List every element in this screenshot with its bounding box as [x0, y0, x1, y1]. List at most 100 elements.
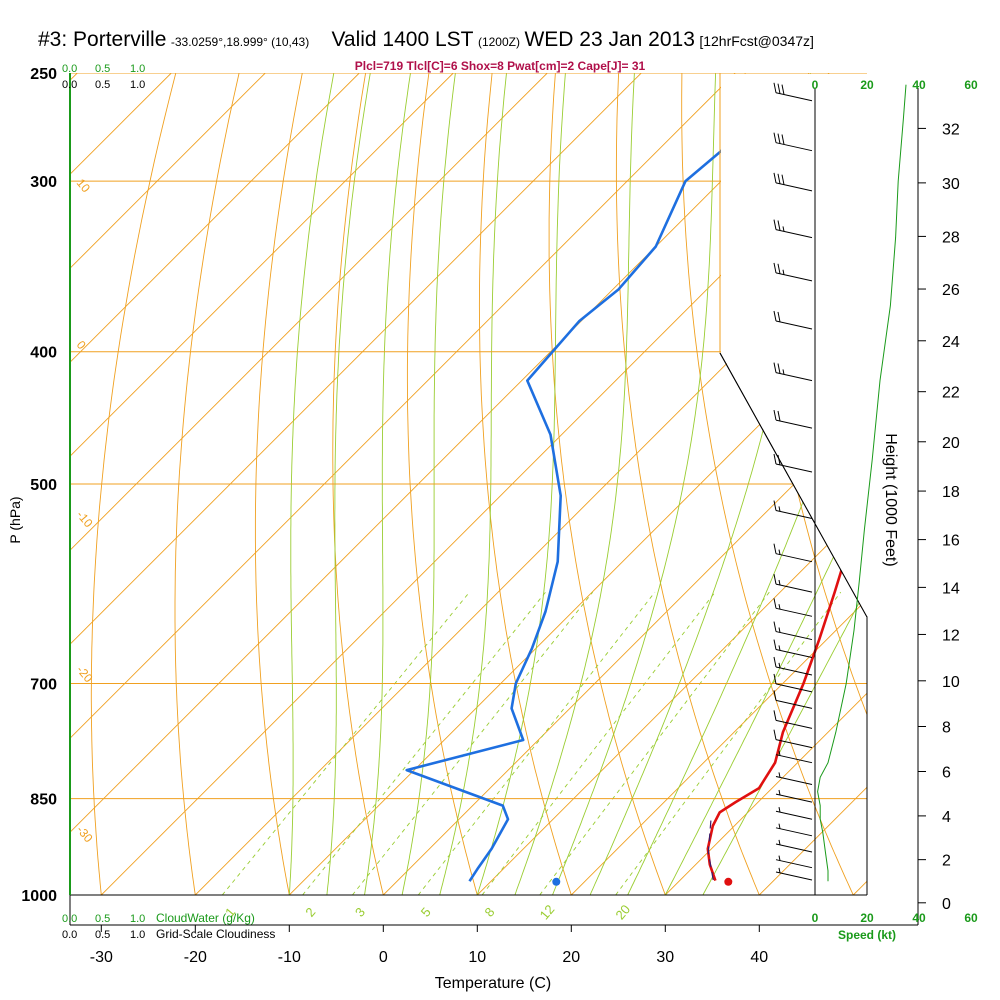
- height-tick-label: 0: [942, 896, 951, 913]
- wind-barb: [775, 583, 813, 593]
- dry-adiabat-line: [995, 49, 1000, 924]
- cloudwater-tick-top: 0.0: [62, 63, 77, 75]
- wind-barb-flag: [773, 362, 777, 373]
- height-tick-label: 6: [942, 765, 951, 782]
- wind-barb-flag: [773, 453, 777, 465]
- zulu-time: (1200Z): [477, 35, 520, 49]
- wind-barb-halfflag: [778, 807, 781, 813]
- x-tick-label: -10: [278, 949, 301, 966]
- height-tick-label: 18: [942, 484, 960, 501]
- speed-tick-bottom: 20: [860, 911, 874, 925]
- mixing-ratio-label: 8: [481, 905, 497, 920]
- dry-adiabat-line: [615, 73, 760, 895]
- cloudiness-label: Grid-Scale Cloudiness: [156, 927, 275, 941]
- wind-barb: [775, 827, 813, 837]
- dry-adiabat-line: [478, 73, 572, 895]
- wind-barb-halfflag: [778, 662, 781, 668]
- wind-barb-flag: [777, 133, 781, 144]
- wind-barb: [775, 142, 813, 152]
- wind-barb-halfflag: [782, 226, 785, 232]
- valid-date: WED 23 Jan 2013: [524, 28, 695, 51]
- wind-barb-flag: [773, 598, 777, 609]
- mixing-ratio-line: [539, 591, 770, 895]
- moist-adiabat-line: [552, 73, 717, 895]
- mixing-ratio-label: 20: [612, 902, 633, 923]
- isotherm-line: [70, 73, 360, 363]
- moist-adiabat-line: [364, 73, 411, 895]
- height-tick-label: 28: [942, 229, 960, 246]
- wind-barb: [775, 463, 813, 473]
- dry-adiabat-line: [174, 73, 240, 895]
- valid-time: Valid 1400 LST: [331, 28, 474, 51]
- wind-barb-flag: [777, 220, 781, 231]
- dry-adiabat-label: -10: [74, 508, 96, 531]
- moist-adiabat-line: [288, 73, 335, 895]
- moist-adiabat-line: [326, 73, 371, 895]
- wind-barb-flag: [773, 172, 777, 184]
- pressure-tick-label: 1000: [21, 888, 57, 905]
- wind-barb-halfflag: [778, 579, 781, 586]
- wind-barb-halfflag: [778, 772, 781, 778]
- wind-barb: [775, 666, 813, 676]
- wind-barb-flag: [777, 173, 781, 184]
- dry-adiabat-label: -20: [74, 663, 96, 686]
- wind-barb-flag: [773, 621, 777, 632]
- moist-adiabat-line: [664, 483, 867, 895]
- height-axis-label: Height (1000 Feet): [882, 433, 899, 566]
- height-tick-label: 22: [942, 385, 960, 402]
- moist-adiabat-line: [514, 73, 635, 895]
- x-axis-label: Temperature (C): [435, 975, 551, 992]
- wind-barb-flag: [777, 311, 781, 323]
- x-tick-label: -30: [90, 949, 113, 966]
- moist-adiabat-line: [439, 73, 507, 895]
- moist-adiabat-line: [627, 313, 867, 895]
- wind-barb-flag: [781, 84, 785, 95]
- height-tick-label: 14: [942, 580, 960, 597]
- isotherm-line: [70, 73, 454, 457]
- wind-barb-flag: [781, 134, 785, 145]
- mixing-ratio-line: [615, 591, 842, 895]
- wind-barb: [775, 553, 813, 563]
- wind-barb: [775, 419, 813, 429]
- pressure-tick-label: 700: [30, 677, 57, 694]
- wind-barb-halfflag: [778, 627, 781, 633]
- wind-barb: [775, 649, 813, 659]
- wind-barb-flag: [777, 454, 781, 466]
- wind-barb-flag: [773, 690, 777, 701]
- mixing-ratio-label: 2: [302, 905, 318, 920]
- wind-barb-halfflag: [782, 269, 785, 275]
- isotherm-line: [476, 504, 867, 895]
- dry-adiabat-line: [681, 73, 854, 895]
- height-tick-label: 26: [942, 282, 960, 299]
- wind-barb-flag: [773, 656, 777, 668]
- wind-panel-edge: [719, 352, 868, 618]
- y-axis-label: P (hPa): [7, 496, 23, 543]
- wind-barb: [775, 739, 813, 749]
- cloudiness-tick-bottom: 0.5: [95, 929, 110, 941]
- wind-barb-flag: [773, 262, 777, 274]
- height-tick-label: 16: [942, 533, 960, 550]
- mixing-ratio-label: 3: [352, 905, 368, 920]
- wind-barb-flag: [773, 673, 777, 685]
- wind-barb: [775, 272, 813, 282]
- height-tick-label: 8: [942, 719, 951, 736]
- speed-tick-bottom: 0: [812, 911, 819, 925]
- station-name: #3: Porterville: [38, 28, 167, 51]
- wind-barb: [775, 631, 813, 641]
- forecast-info: [12hrFcst@0347z]: [699, 33, 814, 49]
- cloudiness-tick-bottom: 1.0: [130, 929, 145, 941]
- x-tick-label: 40: [750, 949, 768, 966]
- wind-barb-halfflag: [778, 604, 781, 610]
- wind-barb: [775, 320, 813, 330]
- cloudiness-tick-bottom: 0.0: [62, 929, 77, 941]
- temperature-line: [706, 487, 867, 882]
- pressure-tick-label: 400: [30, 345, 57, 362]
- surface-marker: [724, 877, 733, 886]
- cloudiness-tick-top: 0.0: [62, 79, 77, 91]
- mixing-ratio-line: [481, 591, 716, 895]
- x-tick-label: 10: [468, 949, 486, 966]
- chart-title: #3: Porterville -33.0259°,18.999° (10,43…: [38, 28, 814, 52]
- cloudiness-tick-top: 1.0: [130, 79, 145, 91]
